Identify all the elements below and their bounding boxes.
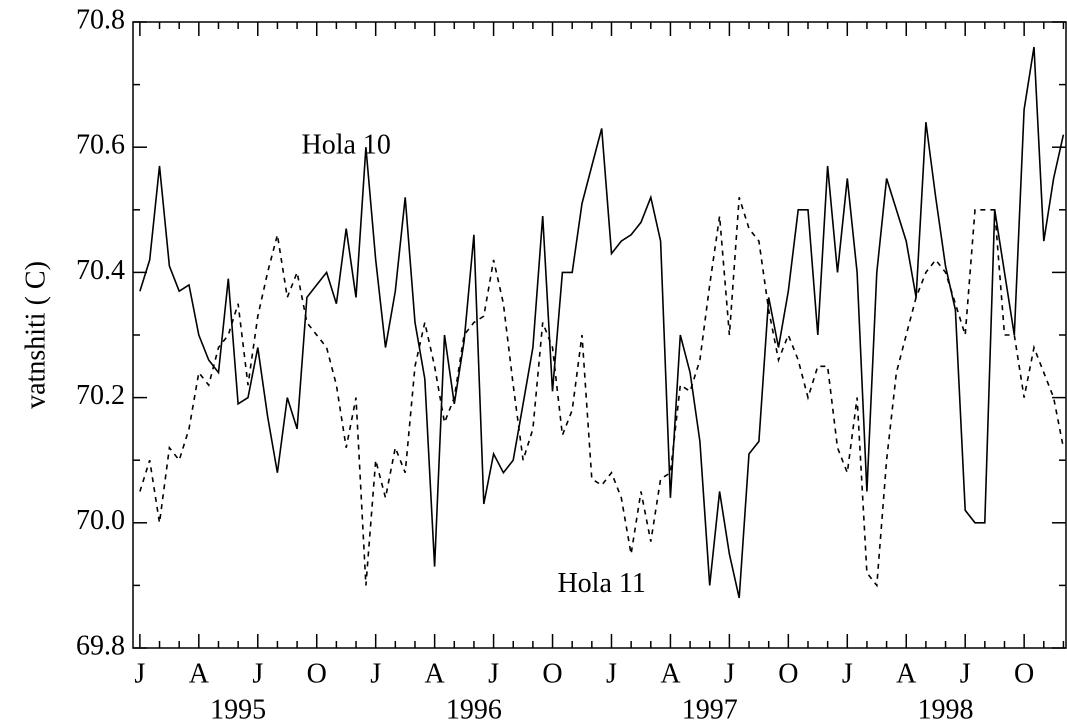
series-line xyxy=(139,197,1065,588)
x-tick-label: J xyxy=(370,658,381,689)
x-tick-label: A xyxy=(425,658,446,689)
x-tick-label: A xyxy=(189,658,210,689)
x-tick-label: O xyxy=(778,658,798,689)
x-tick-label: J xyxy=(252,658,263,689)
x-tick-label: O xyxy=(1014,658,1034,689)
year-label: 1997 xyxy=(682,694,738,725)
x-tick-label: J xyxy=(134,658,145,689)
series-annotation: Hola 10 xyxy=(301,130,390,161)
x-tick-label: J xyxy=(960,658,971,689)
y-tick-label: 70.6 xyxy=(76,130,125,161)
x-tick-label: O xyxy=(542,658,562,689)
y-axis-label: vatnshiti ( C) xyxy=(20,261,51,409)
x-tick-label: J xyxy=(606,658,617,689)
series-annotation: Hola 11 xyxy=(557,568,645,599)
x-tick-label: J xyxy=(488,658,499,689)
y-tick-label: 70.8 xyxy=(76,4,125,35)
y-tick-label: 70.4 xyxy=(76,255,125,286)
x-tick-label: J xyxy=(724,658,735,689)
series-line xyxy=(139,46,1065,599)
year-label: 1996 xyxy=(446,694,502,725)
y-tick-label: 70.0 xyxy=(76,505,125,536)
y-tick-label: 70.2 xyxy=(76,380,125,411)
year-label: 1998 xyxy=(918,694,974,725)
plot-frame xyxy=(132,21,1067,649)
year-label: 1995 xyxy=(210,694,266,725)
x-tick-label: J xyxy=(842,658,853,689)
x-tick-label: A xyxy=(896,658,917,689)
x-tick-label: A xyxy=(660,658,681,689)
x-tick-label: O xyxy=(307,658,327,689)
y-tick-label: 69.8 xyxy=(76,630,125,661)
